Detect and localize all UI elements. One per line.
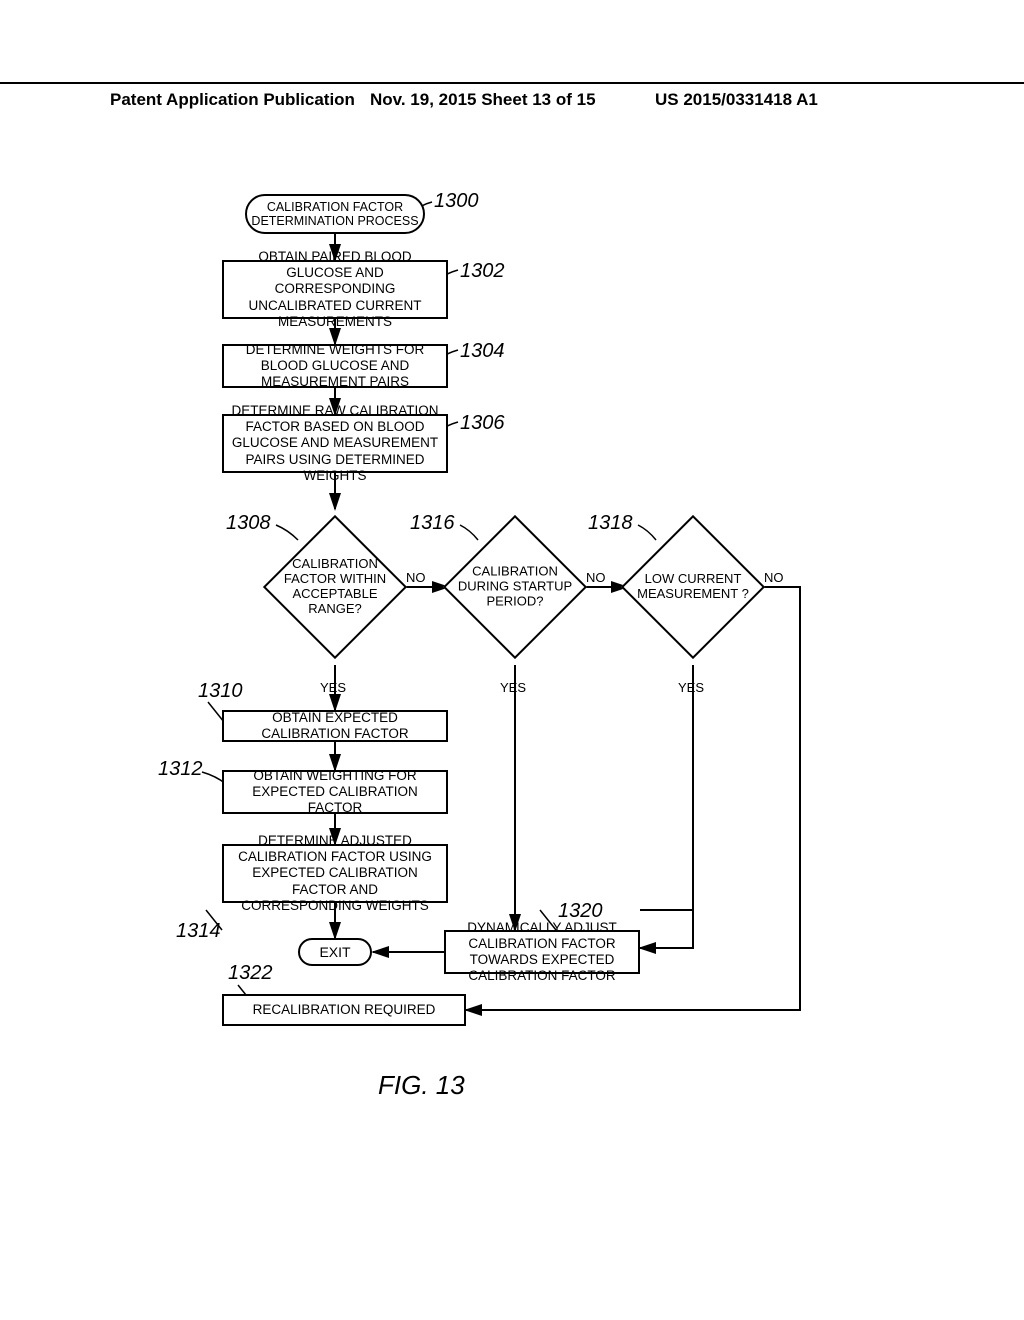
- label-1318-no: NO: [764, 570, 784, 585]
- node-1310: OBTAIN EXPECTED CALIBRATION FACTOR: [222, 710, 448, 742]
- ref-1314: 1314: [176, 920, 221, 943]
- ref-1310: 1310: [198, 680, 243, 703]
- node-1312: OBTAIN WEIGHTING FOR EXPECTED CALIBRATIO…: [222, 770, 448, 814]
- node-1304-label: DETERMINE WEIGHTS FOR BLOOD GLUCOSE AND …: [230, 342, 440, 391]
- ref-1306: 1306: [460, 412, 505, 435]
- node-1314-label: DETERMINE ADJUSTED CALIBRATION FACTOR US…: [230, 833, 440, 914]
- label-1308-yes: YES: [320, 680, 346, 695]
- node-1306-label: DETERMINE RAW CALIBRATION FACTOR BASED O…: [230, 403, 440, 484]
- node-1320: DYNAMICALLY ADJUST CALIBRATION FACTOR TO…: [444, 930, 640, 974]
- node-1322: RECALIBRATION REQUIRED: [222, 994, 466, 1026]
- node-1306: DETERMINE RAW CALIBRATION FACTOR BASED O…: [222, 414, 448, 473]
- label-1318-yes: YES: [678, 680, 704, 695]
- node-1310-label: OBTAIN EXPECTED CALIBRATION FACTOR: [230, 710, 440, 742]
- node-exit-label: EXIT: [319, 944, 350, 960]
- node-1314: DETERMINE ADJUSTED CALIBRATION FACTOR US…: [222, 844, 448, 903]
- ref-1316: 1316: [410, 512, 455, 535]
- label-1316-no: NO: [586, 570, 606, 585]
- ref-1300: 1300: [434, 190, 479, 213]
- node-1302-label: OBTAIN PAIRED BLOOD GLUCOSE AND CORRESPO…: [230, 249, 440, 330]
- node-1322-label: RECALIBRATION REQUIRED: [253, 1002, 436, 1018]
- node-start-label: CALIBRATION FACTOR DETERMINATION PROCESS: [247, 200, 423, 229]
- ref-1322: 1322: [228, 962, 273, 985]
- node-start: CALIBRATION FACTOR DETERMINATION PROCESS: [245, 194, 425, 234]
- node-1312-label: OBTAIN WEIGHTING FOR EXPECTED CALIBRATIO…: [230, 768, 440, 817]
- decision-1316-label: CALIBRATION DURING STARTUP PERIOD?: [449, 565, 581, 610]
- ref-1308: 1308: [226, 512, 271, 535]
- decision-1318: LOW CURRENT MEASUREMENT ?: [627, 509, 759, 665]
- node-1320-label: DYNAMICALLY ADJUST CALIBRATION FACTOR TO…: [452, 920, 632, 985]
- decision-1318-label: LOW CURRENT MEASUREMENT ?: [627, 572, 759, 602]
- label-1308-no: NO: [406, 570, 426, 585]
- label-1316-yes: YES: [500, 680, 526, 695]
- node-1302: OBTAIN PAIRED BLOOD GLUCOSE AND CORRESPO…: [222, 260, 448, 319]
- decision-1308: CALIBRATION FACTOR WITHIN ACCEPTABLE RAN…: [269, 509, 401, 665]
- decision-1308-label: CALIBRATION FACTOR WITHIN ACCEPTABLE RAN…: [269, 557, 401, 617]
- ref-1320: 1320: [558, 900, 603, 923]
- ref-1312: 1312: [158, 758, 203, 781]
- ref-1304: 1304: [460, 340, 505, 363]
- node-exit: EXIT: [298, 938, 372, 966]
- ref-1302: 1302: [460, 260, 505, 283]
- node-1304: DETERMINE WEIGHTS FOR BLOOD GLUCOSE AND …: [222, 344, 448, 388]
- decision-1316: CALIBRATION DURING STARTUP PERIOD?: [449, 509, 581, 665]
- figure-label: FIG. 13: [378, 1070, 465, 1101]
- ref-1318: 1318: [588, 512, 633, 535]
